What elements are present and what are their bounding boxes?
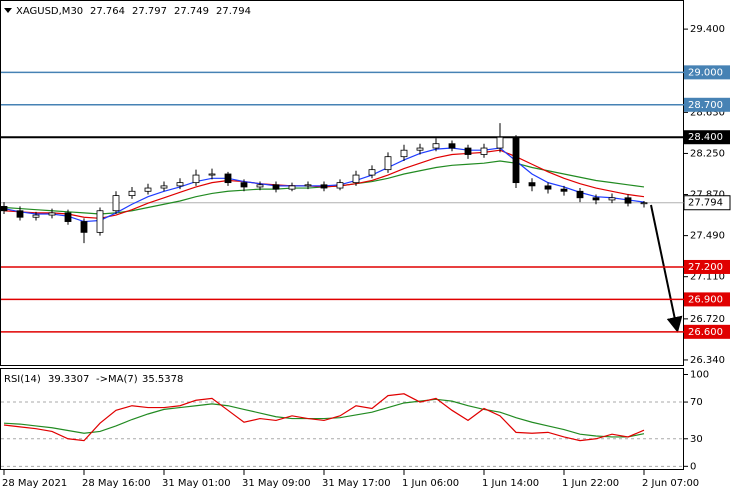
candle-body — [480, 147, 488, 155]
rsi-panel-frame — [0, 368, 684, 470]
candle-body — [80, 221, 88, 233]
candle-body — [448, 143, 456, 149]
open-price: 27.764 — [90, 6, 125, 17]
main-panel-frame — [0, 0, 684, 366]
candle-body — [16, 210, 24, 218]
y-tick-label: 27.110 — [690, 272, 725, 283]
candle-body — [384, 156, 392, 171]
level-label: 29.000 — [688, 67, 723, 78]
symbol-menu-icon[interactable] — [4, 8, 12, 13]
candle-body — [240, 182, 248, 188]
level-label: 27.200 — [688, 262, 723, 273]
level-label: 26.900 — [688, 294, 723, 305]
candle-body — [304, 184, 312, 187]
y-tick-label: 27.870 — [690, 190, 725, 201]
candle-body — [352, 174, 360, 184]
y-tick-label: 29.400 — [690, 24, 725, 35]
candle-body — [512, 136, 520, 184]
y-tick-label: 27.490 — [690, 231, 725, 242]
last-price-tag — [683, 195, 731, 211]
y-tick-label: 100 — [690, 370, 709, 381]
level-tag — [684, 97, 730, 112]
level-tag — [684, 324, 730, 339]
level-tag — [684, 130, 730, 145]
candle-body — [48, 212, 56, 216]
candle-body — [64, 212, 72, 222]
candle-body — [416, 147, 424, 151]
level-label: 28.700 — [688, 100, 723, 111]
rsi-value: 39.3307 — [48, 374, 89, 385]
candle-body — [496, 136, 504, 149]
candle-body — [528, 182, 536, 187]
candle-body — [624, 197, 632, 204]
candle-body — [544, 185, 552, 190]
candle-body — [176, 182, 184, 187]
candle-body — [320, 184, 328, 189]
x-tick-label: 28 May 16:00 — [82, 478, 151, 489]
candle-body — [400, 149, 408, 158]
x-tick-label: 31 May 09:00 — [242, 478, 311, 489]
candle-body — [112, 195, 120, 212]
indicator-line — [3, 393, 645, 442]
x-tick-label: 1 Jun 14:00 — [482, 478, 539, 489]
x-tick-label: 31 May 17:00 — [322, 478, 391, 489]
candle-body — [288, 185, 296, 190]
rsi-ma-label: ->MA(7) — [96, 374, 138, 385]
candle-body — [368, 169, 376, 176]
candle-body — [144, 187, 152, 192]
candle-body — [608, 197, 616, 201]
candle-body — [272, 184, 280, 190]
x-tick-label: 1 Jun 22:00 — [562, 478, 619, 489]
candle-body — [0, 206, 8, 212]
candle-body — [208, 173, 216, 176]
x-tick-label: 28 May 2021 — [2, 478, 67, 489]
rsi-ma-value: 35.5378 — [142, 374, 183, 385]
x-tick-label: 1 Jun 06:00 — [402, 478, 459, 489]
y-tick-label: 26.340 — [690, 355, 725, 366]
candle-body — [96, 210, 104, 233]
y-tick-label: 28.630 — [690, 107, 725, 118]
x-tick-label: 2 Jun 07:00 — [642, 478, 699, 489]
candle-body — [336, 182, 344, 189]
candle-body — [32, 214, 40, 218]
candle-body — [640, 202, 648, 205]
candle-body — [592, 197, 600, 201]
candle-body — [256, 184, 264, 188]
candle-body — [464, 147, 472, 155]
level-tag — [684, 292, 730, 307]
symbol: XAGUSD,M30 — [16, 6, 83, 17]
candle-body — [224, 173, 232, 184]
candle-body — [576, 190, 584, 199]
rsi-title: RSI(14) — [4, 374, 41, 385]
y-tick-label: 26.720 — [690, 314, 725, 325]
candle-body — [192, 174, 200, 184]
level-tag — [684, 65, 730, 80]
y-tick-label: 30 — [690, 434, 703, 445]
close-price: 27.794 — [216, 6, 251, 17]
low-price: 27.749 — [174, 6, 209, 17]
indicator-line — [3, 398, 645, 438]
level-label: 28.400 — [688, 132, 723, 143]
candle-body — [160, 185, 168, 189]
y-tick-label: 0 — [690, 461, 696, 472]
x-tick-label: 31 May 01:00 — [162, 478, 231, 489]
candle-body — [128, 190, 136, 197]
level-label: 26.600 — [688, 327, 723, 338]
level-tag — [684, 259, 730, 274]
candle-body — [432, 143, 440, 149]
y-tick-label: 28.250 — [690, 148, 725, 159]
last-price-label: 27.794 — [688, 198, 723, 209]
high-price: 27.797 — [132, 6, 167, 17]
candle-body — [560, 188, 568, 192]
y-tick-label: 70 — [690, 397, 703, 408]
